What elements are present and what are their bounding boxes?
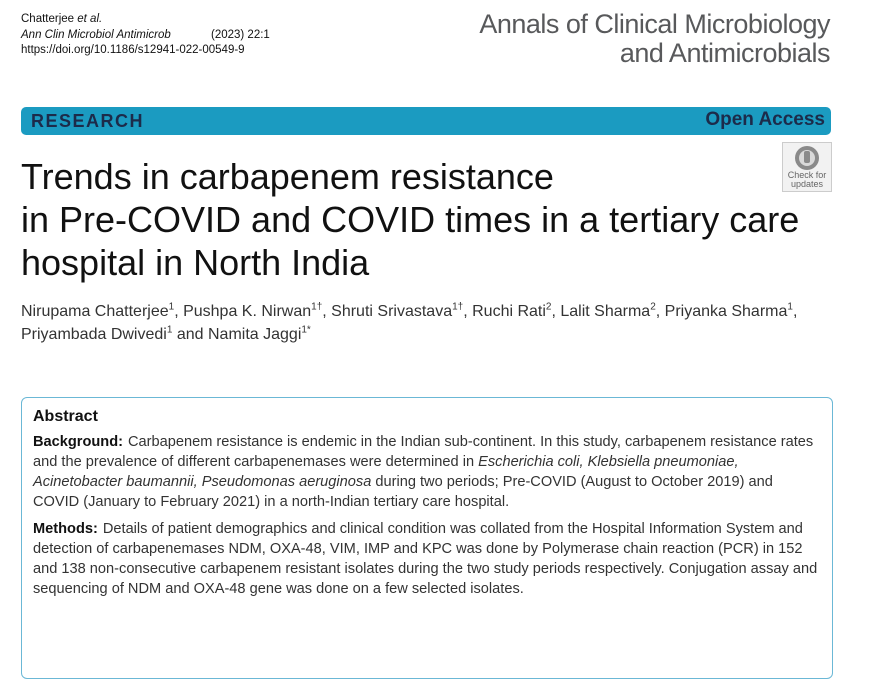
journal-name-line: and Antimicrobials [619,38,831,68]
header-issue: (2023) 22:1 [211,28,270,41]
author-name: Shruti Srivastava [331,303,453,320]
title-line: in Pre-COVID and COVID times in a tertia… [21,199,800,240]
author-separator: , [322,303,332,320]
author-affiliation: 1 [787,301,793,313]
species-names: Escherichia coli, Klebsiella pneumoniae,… [33,454,739,490]
section-label: Methods: [33,521,98,537]
author-separator: , [463,303,473,320]
article-title: Trends in carbapenem resistance in Pre-C… [21,155,799,284]
author-affiliation: 1 [166,324,173,336]
open-access: Open Access [705,109,825,130]
header-author-suffix: et al. [77,13,103,25]
author-name: Namita Jaggi [208,326,302,343]
header-doi[interactable]: https://doi.org/10.1186/s12941-022-00549… [21,44,245,56]
section-text: during two periods; Pre-COVID (August to… [33,474,773,510]
author-separator: , [792,303,798,320]
abstract-box: Abstract Background: Carbapenem resistanc… [21,397,833,679]
header-author: Chatterjee [21,13,75,25]
author-affiliation: 2 [545,301,552,313]
author-separator: , [174,303,184,320]
check-for-updates[interactable]: Check for updates [782,142,832,192]
article-type: RESEARCH [31,111,145,131]
author-affiliation: 1† [452,301,464,313]
author-name: Nirupama Chatterjee [21,303,169,320]
author-name: Pushpa K. Nirwan [183,303,312,320]
author-name: Priyambada Dwivedi [21,326,167,343]
author-affiliation: 2 [650,301,656,313]
title-line: hospital in North India [21,242,370,283]
author-separator: and [172,326,208,343]
author-name: Priyanka Sharma [664,303,788,320]
header-journal: Ann Clin Microbiol Antimicrob [21,28,171,41]
author-affiliation: 1† [311,301,323,313]
author-affiliation: 1 [168,301,175,313]
article-banner: RESEARCH Open Access [21,107,831,135]
check-label: Check for [787,170,827,180]
abstract-section: Background: Carbapenem resistance is ende… [33,432,821,512]
title-line: Trends in carbapenem resistance [21,156,554,197]
journal-name-line: Annals of Clinical Microbiology [479,9,830,39]
author-separator: , [551,303,561,320]
abstract-section: Methods: Details of patient demographics … [33,519,821,599]
section-text: Details of patient demographics and clin… [33,521,818,597]
author-list: Nirupama Chatterjee1, Pushpa K. Nirwan1†… [21,300,821,346]
section-text: Carbapenem resistance is endemic in the … [33,434,814,470]
check-icon [795,146,819,170]
page: Chatterjee et al. Ann Clin Microbiol Ant… [21,9,833,679]
author-separator: , [655,303,665,320]
author-affiliation: 1* [301,324,311,336]
abstract-heading: Abstract [33,408,98,425]
author-name: Lalit Sharma [560,303,651,320]
section-label: Background: [33,434,123,450]
check-label: updates [790,179,824,189]
author-name: Ruchi Rati [472,303,546,320]
journal-name: Annals of Clinical Microbiology and Anti… [479,10,830,68]
running-header: Chatterjee et al. Ann Clin Microbiol Ant… [21,12,270,59]
